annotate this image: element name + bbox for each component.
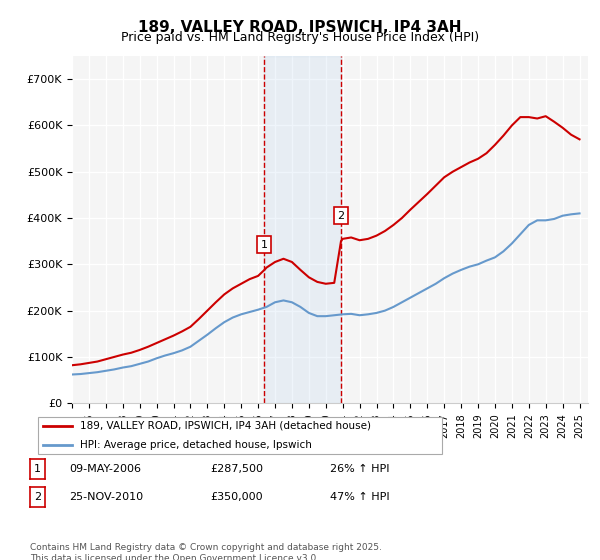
Text: 25-NOV-2010: 25-NOV-2010 <box>69 492 143 502</box>
Text: 189, VALLEY ROAD, IPSWICH, IP4 3AH: 189, VALLEY ROAD, IPSWICH, IP4 3AH <box>138 20 462 35</box>
Text: £287,500: £287,500 <box>210 464 263 474</box>
Text: 09-MAY-2006: 09-MAY-2006 <box>69 464 141 474</box>
Text: Contains HM Land Registry data © Crown copyright and database right 2025.
This d: Contains HM Land Registry data © Crown c… <box>30 543 382 560</box>
Bar <box>264 56 341 403</box>
Text: 47% ↑ HPI: 47% ↑ HPI <box>330 492 389 502</box>
Text: 189, VALLEY ROAD, IPSWICH, IP4 3AH (detached house): 189, VALLEY ROAD, IPSWICH, IP4 3AH (deta… <box>80 421 371 431</box>
Text: 2: 2 <box>337 211 344 221</box>
Text: £350,000: £350,000 <box>210 492 263 502</box>
Text: 1: 1 <box>260 240 268 250</box>
Text: 2: 2 <box>34 492 41 502</box>
FancyBboxPatch shape <box>38 417 442 454</box>
Text: 1: 1 <box>34 464 41 474</box>
Text: 26% ↑ HPI: 26% ↑ HPI <box>330 464 389 474</box>
Text: Price paid vs. HM Land Registry's House Price Index (HPI): Price paid vs. HM Land Registry's House … <box>121 31 479 44</box>
Text: HPI: Average price, detached house, Ipswich: HPI: Average price, detached house, Ipsw… <box>80 440 312 450</box>
